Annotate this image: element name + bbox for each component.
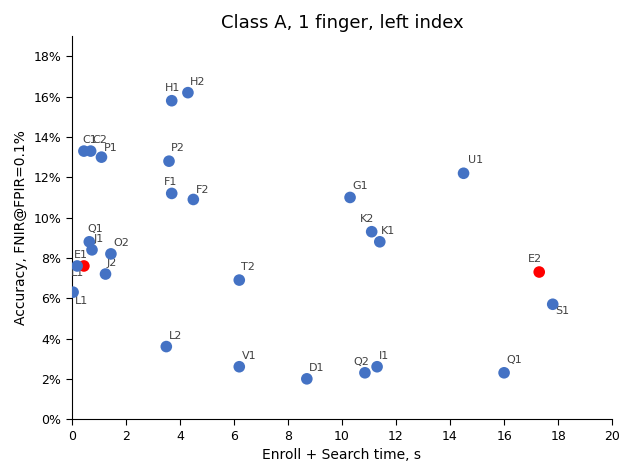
Text: L1: L1 <box>74 296 87 306</box>
Text: V1: V1 <box>242 351 256 361</box>
Point <box>167 189 177 197</box>
Point <box>375 238 385 246</box>
Text: J1: J1 <box>93 234 103 244</box>
Point <box>72 262 82 270</box>
Text: S1: S1 <box>555 307 569 317</box>
Text: T2: T2 <box>242 262 256 272</box>
Text: D1: D1 <box>309 363 325 373</box>
Point <box>188 196 198 203</box>
Point <box>164 158 174 165</box>
Text: F2: F2 <box>195 186 209 196</box>
Text: E1: E1 <box>74 250 87 260</box>
Point <box>534 268 544 276</box>
Text: I1: I1 <box>378 351 389 361</box>
Text: P1: P1 <box>103 143 117 153</box>
Point <box>167 97 177 105</box>
Point <box>106 250 116 258</box>
Point <box>499 369 509 377</box>
Text: E2: E2 <box>528 254 542 264</box>
Point <box>302 375 312 383</box>
Point <box>84 238 94 246</box>
Text: H2: H2 <box>190 77 205 87</box>
Point <box>79 147 89 155</box>
Text: G1: G1 <box>353 181 368 191</box>
Text: C2: C2 <box>92 135 107 145</box>
Text: J2: J2 <box>107 258 117 268</box>
Title: Class A, 1 finger, left index: Class A, 1 finger, left index <box>221 14 463 32</box>
Text: K1: K1 <box>381 226 396 236</box>
Text: Q1: Q1 <box>87 224 103 234</box>
Text: L2: L2 <box>169 330 182 340</box>
Text: L1: L1 <box>71 268 84 278</box>
Y-axis label: Accuracy, FNIR@FPIR=0.1%: Accuracy, FNIR@FPIR=0.1% <box>14 130 28 325</box>
Point <box>183 89 193 97</box>
Text: F1: F1 <box>164 178 178 188</box>
Point <box>161 343 171 350</box>
Text: Q2: Q2 <box>354 357 370 367</box>
Point <box>79 262 89 270</box>
Point <box>234 363 244 370</box>
Point <box>548 300 558 308</box>
Point <box>234 276 244 284</box>
Text: P2: P2 <box>171 143 185 153</box>
Point <box>96 153 107 161</box>
Text: U1: U1 <box>468 155 482 165</box>
Text: C1: C1 <box>82 135 97 145</box>
X-axis label: Enroll + Search time, s: Enroll + Search time, s <box>262 448 422 462</box>
Point <box>366 228 377 236</box>
Point <box>345 194 355 201</box>
Point <box>458 169 469 177</box>
Point <box>87 246 97 254</box>
Text: Q1: Q1 <box>507 355 522 365</box>
Point <box>68 288 78 296</box>
Point <box>86 147 96 155</box>
Text: K2: K2 <box>360 214 375 224</box>
Point <box>372 363 382 370</box>
Point <box>360 369 370 377</box>
Point <box>100 270 110 278</box>
Text: O2: O2 <box>113 238 129 248</box>
Text: H1: H1 <box>165 83 180 93</box>
